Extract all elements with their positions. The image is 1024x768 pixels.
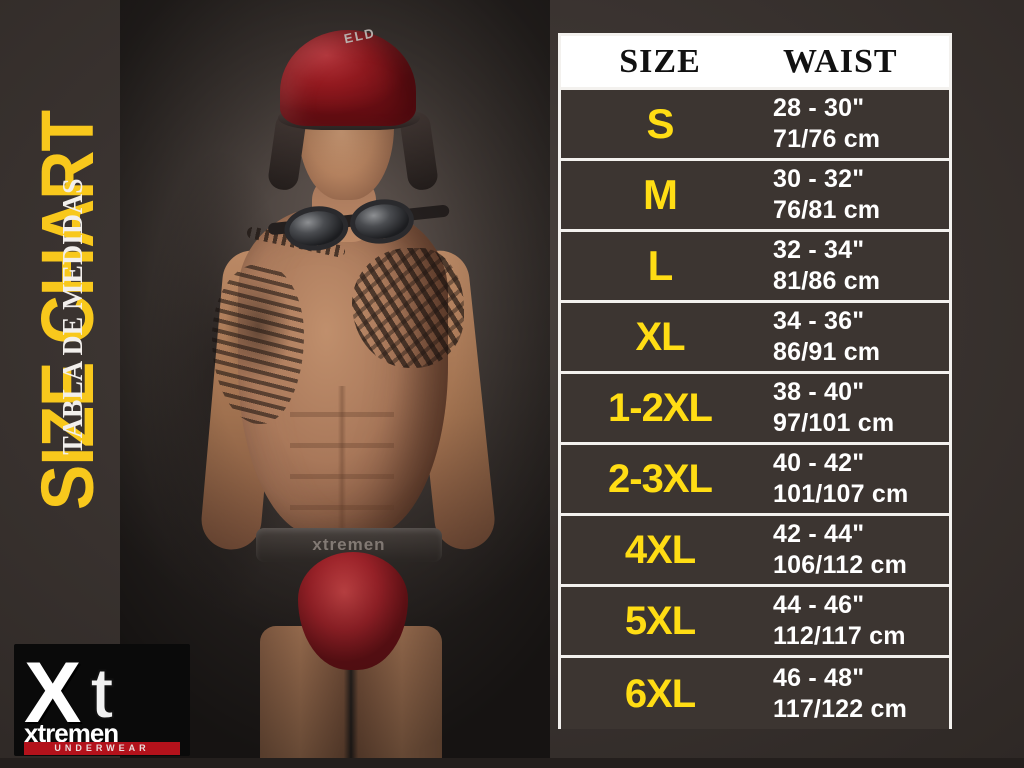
waist-inches: 42 - 44" [773,520,865,548]
waist-cm: 112/117 cm [773,622,906,650]
table-row: 2-3XL 40 - 42" 101/107 cm [561,445,949,516]
size-value: 2-3XL [608,457,713,501]
cell-size: L [561,232,759,300]
cell-size: 4XL [561,516,759,584]
waist-cm: 86/91 cm [773,338,881,366]
goggles-lens-right [347,196,417,247]
table-row: M 30 - 32" 76/81 cm [561,161,949,232]
cell-waist: 28 - 30" 71/76 cm [759,90,949,158]
waist-inches: 34 - 36" [773,307,865,335]
model-abs-shading [290,386,394,536]
table-row: L 32 - 34" 81/86 cm [561,232,949,303]
cell-waist: 38 - 40" 97/101 cm [759,374,949,442]
brand-logo: X t xtremen UNDERWEAR [14,644,190,756]
cell-waist: 42 - 44" 106/112 cm [759,516,949,584]
goggles-lens-left [282,203,351,254]
waist-cm: 106/112 cm [773,551,908,579]
cell-size: 1-2XL [561,374,759,442]
waist-cm: 101/107 cm [773,480,909,508]
waist-cm: 71/76 cm [773,125,881,153]
logo-monogram-t: t [89,654,115,734]
cell-size: XL [561,303,759,371]
size-value: 6XL [624,671,696,716]
waist-cm: 81/86 cm [773,267,881,295]
size-value: 5XL [624,599,696,643]
cell-size: 5XL [561,587,759,655]
waist-inches: 46 - 48" [773,663,865,692]
table-header-row: SIZE WAIST [561,36,949,90]
cell-size: S [561,90,759,158]
underwear-pouch [298,552,408,670]
waist-cm: 76/81 cm [773,196,881,224]
size-value: L [647,242,674,289]
cell-waist: 46 - 48" 117/122 cm [759,658,949,729]
table-row: 4XL 42 - 44" 106/112 cm [561,516,949,587]
cell-size: 6XL [561,658,759,729]
size-value: M [643,171,678,218]
cell-waist: 34 - 36" 86/91 cm [759,303,949,371]
size-chart-table: SIZE WAIST S 28 - 30" 71/76 cm M 30 - 32… [558,33,952,729]
size-value: 1-2XL [608,386,713,430]
logo-wordmark: xtremen [24,718,119,748]
table-row: 6XL 46 - 48" 117/122 cm [561,658,949,729]
waist-inches: 30 - 32" [773,165,865,193]
waist-inches: 28 - 30" [773,94,865,122]
cell-size: M [561,161,759,229]
red-helmet [280,30,416,126]
logo-tagline-bar: UNDERWEAR [24,742,180,755]
table-row: 1-2XL 38 - 40" 97/101 cm [561,374,949,445]
table-row: 5XL 44 - 46" 112/117 cm [561,587,949,658]
bottom-band [0,758,1024,768]
chest-tattoo [352,248,464,368]
cell-waist: 32 - 34" 81/86 cm [759,232,949,300]
page-subtitle: TABLA DE MEDIDAS [57,178,89,455]
logo-tagline: UNDERWEAR [54,743,150,753]
waist-inches: 32 - 34" [773,236,865,264]
waist-inches: 38 - 40" [773,378,865,406]
waist-cm: 117/122 cm [773,694,908,723]
size-value: S [646,100,674,147]
column-header-size: SIZE [619,42,701,80]
table-row: XL 34 - 36" 86/91 cm [561,303,949,374]
cell-waist: 40 - 42" 101/107 cm [759,445,949,513]
logo-monogram-x: X [24,645,81,741]
arm-tattoo [212,264,304,424]
cell-waist: 44 - 46" 112/117 cm [759,587,949,655]
waist-inches: 40 - 42" [773,449,865,477]
waistband-wordmark: xtremen [312,535,386,554]
table-row: S 28 - 30" 71/76 cm [561,90,949,161]
cell-waist: 30 - 32" 76/81 cm [759,161,949,229]
size-value: 4XL [624,528,696,572]
cell-size: 2-3XL [561,445,759,513]
waist-inches: 44 - 46" [773,591,865,619]
size-value: XL [635,315,685,359]
waist-cm: 97/101 cm [773,409,895,437]
column-header-waist: WAIST [783,42,898,80]
